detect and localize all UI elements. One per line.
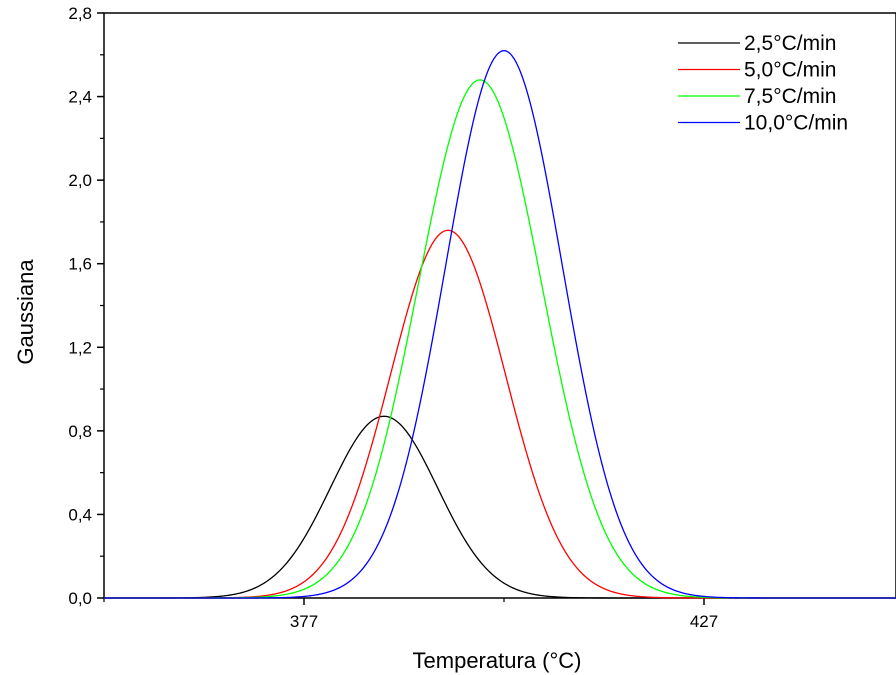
y-axis-ticks: 0,0 0,4 0,8 1,2 1,6 2,0 2,4 2,8 — [68, 4, 104, 608]
y-tick-label: 2,8 — [68, 4, 92, 23]
y-tick-label: 2,0 — [68, 171, 92, 190]
series-line-3 — [104, 79, 896, 599]
y-tick-label: 1,6 — [68, 255, 92, 274]
x-axis-ticks: 377 427 — [103, 598, 718, 631]
y-tick-label: 0,8 — [68, 422, 92, 441]
y-tick-label: 0,4 — [68, 505, 92, 524]
legend: 2,5°C/min 5,0°C/min 7,5°C/min 10,0°C/min — [678, 32, 848, 135]
y-tick-label: 0,0 — [68, 589, 92, 608]
x-tick-label: 427 — [690, 612, 718, 631]
x-tick-label: 377 — [290, 612, 318, 631]
legend-label: 7,5°C/min — [744, 85, 836, 108]
legend-label: 5,0°C/min — [744, 59, 836, 82]
y-axis-title: Gaussiana — [13, 259, 38, 365]
legend-label: 2,5°C/min — [744, 32, 836, 55]
series-line-4 — [104, 49, 896, 599]
legend-label: 10,0°C/min — [744, 112, 848, 135]
curves — [104, 49, 896, 599]
y-tick-label: 1,2 — [68, 338, 92, 357]
series-line-1 — [104, 415, 896, 599]
x-axis-title: Temperatura (°C) — [413, 648, 582, 673]
y-tick-label: 2,4 — [68, 88, 92, 107]
series-line-2 — [104, 229, 896, 599]
